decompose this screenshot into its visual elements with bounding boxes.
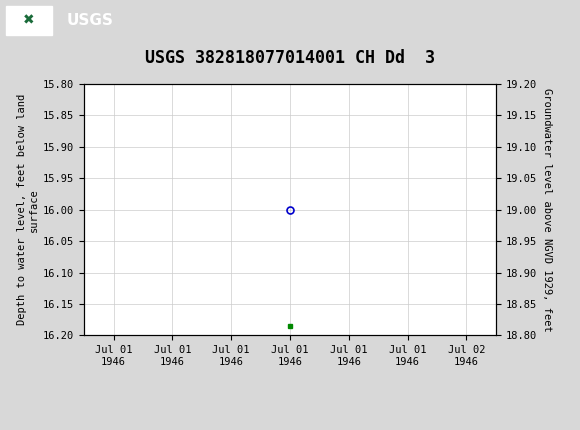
Text: USGS: USGS [67, 13, 114, 28]
FancyBboxPatch shape [6, 6, 52, 35]
Text: ✖: ✖ [23, 13, 35, 28]
Y-axis label: Groundwater level above NGVD 1929, feet: Groundwater level above NGVD 1929, feet [542, 88, 552, 332]
Y-axis label: Depth to water level, feet below land
surface: Depth to water level, feet below land su… [17, 94, 39, 325]
Text: USGS 382818077014001 CH Dd  3: USGS 382818077014001 CH Dd 3 [145, 49, 435, 68]
